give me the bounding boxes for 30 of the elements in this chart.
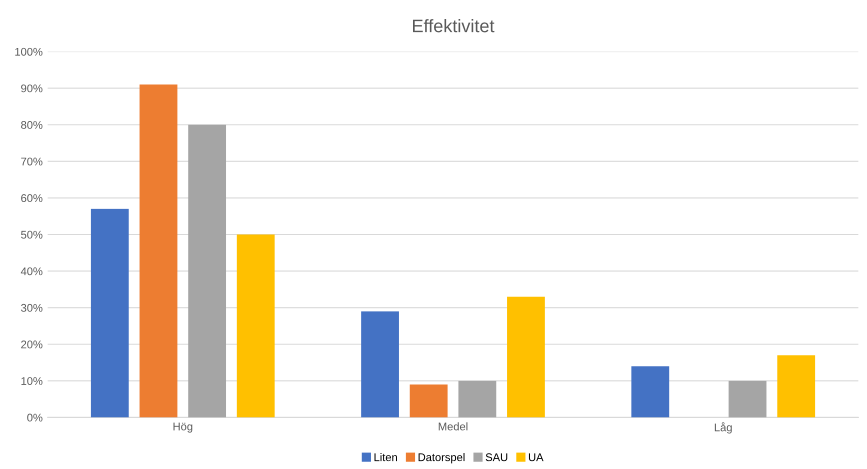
y-tick-label: 80%: [21, 121, 42, 129]
bar: [236, 234, 275, 418]
bar: [458, 380, 496, 418]
legend-label: UA: [528, 453, 544, 462]
y-tick-label: 70%: [21, 158, 42, 166]
bar: [631, 366, 670, 418]
bar: [188, 124, 226, 418]
y-tick-label: 50%: [21, 230, 42, 239]
bar: [410, 384, 448, 418]
bar: [777, 355, 816, 418]
chart-title: Effektivitet: [413, 19, 494, 32]
y-tick-label: 100%: [15, 48, 42, 56]
legend-label: Liten: [374, 453, 397, 462]
bar: [90, 208, 129, 418]
legend-label: Datorspel: [418, 453, 465, 464]
y-tick-label: 0%: [27, 414, 42, 422]
bar: [728, 380, 766, 418]
legend-label: SAU: [486, 453, 508, 462]
x-tick-label: Låg: [714, 422, 732, 434]
y-tick-label: 30%: [21, 304, 42, 312]
bar: [507, 296, 545, 418]
x-tick-label: Hög: [174, 422, 192, 433]
x-tick-label: Medel: [438, 422, 468, 430]
y-tick-label: 10%: [21, 377, 42, 385]
y-tick-label: 90%: [21, 84, 42, 92]
y-tick-label: 20%: [21, 340, 42, 348]
y-tick-label: 40%: [20, 267, 42, 276]
y-tick-label: 60%: [21, 194, 42, 202]
bar: [140, 84, 178, 418]
bar: [361, 311, 399, 418]
